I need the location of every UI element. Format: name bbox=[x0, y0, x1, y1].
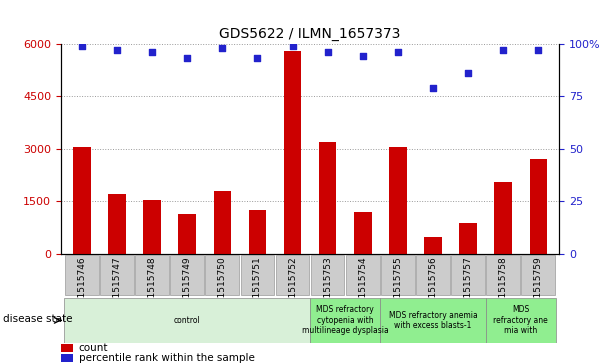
Text: GSM1515755: GSM1515755 bbox=[393, 256, 402, 317]
Text: GSM1515751: GSM1515751 bbox=[253, 256, 262, 317]
Bar bbox=[389, 147, 407, 254]
Point bbox=[499, 47, 508, 53]
Bar bbox=[178, 214, 196, 254]
Point bbox=[182, 56, 192, 61]
Text: disease state: disease state bbox=[3, 314, 72, 325]
Bar bbox=[424, 237, 442, 254]
Bar bbox=[284, 50, 302, 254]
FancyBboxPatch shape bbox=[310, 298, 380, 343]
FancyBboxPatch shape bbox=[275, 254, 309, 295]
Point bbox=[533, 47, 543, 53]
Point bbox=[288, 43, 297, 49]
Point bbox=[112, 47, 122, 53]
Point bbox=[218, 45, 227, 51]
Text: GSM1515758: GSM1515758 bbox=[499, 256, 508, 317]
FancyBboxPatch shape bbox=[241, 254, 274, 295]
FancyBboxPatch shape bbox=[65, 254, 98, 295]
Bar bbox=[61, 354, 73, 362]
Text: GSM1515750: GSM1515750 bbox=[218, 256, 227, 317]
Text: GSM1515759: GSM1515759 bbox=[534, 256, 543, 317]
Bar bbox=[494, 182, 512, 254]
FancyBboxPatch shape bbox=[135, 254, 169, 295]
Text: MDS refractory anemia
with excess blasts-1: MDS refractory anemia with excess blasts… bbox=[389, 311, 477, 330]
Text: percentile rank within the sample: percentile rank within the sample bbox=[78, 353, 255, 363]
Bar bbox=[108, 195, 126, 254]
Point bbox=[252, 56, 262, 61]
Text: GSM1515753: GSM1515753 bbox=[323, 256, 332, 317]
Bar bbox=[354, 212, 371, 254]
FancyBboxPatch shape bbox=[486, 298, 556, 343]
FancyBboxPatch shape bbox=[522, 254, 555, 295]
FancyBboxPatch shape bbox=[170, 254, 204, 295]
Text: GSM1515756: GSM1515756 bbox=[429, 256, 438, 317]
Bar bbox=[530, 159, 547, 254]
Text: MDS
refractory ane
mia with: MDS refractory ane mia with bbox=[493, 305, 548, 335]
FancyBboxPatch shape bbox=[206, 254, 239, 295]
Bar bbox=[459, 223, 477, 254]
Text: GSM1515748: GSM1515748 bbox=[148, 256, 157, 317]
Bar bbox=[249, 210, 266, 254]
Point bbox=[393, 49, 402, 55]
Point bbox=[323, 49, 333, 55]
Text: control: control bbox=[174, 316, 201, 325]
FancyBboxPatch shape bbox=[100, 254, 134, 295]
FancyBboxPatch shape bbox=[346, 254, 379, 295]
Point bbox=[358, 53, 368, 59]
Point bbox=[463, 70, 473, 76]
Point bbox=[77, 43, 87, 49]
FancyBboxPatch shape bbox=[416, 254, 450, 295]
Title: GDS5622 / ILMN_1657373: GDS5622 / ILMN_1657373 bbox=[219, 27, 401, 41]
Text: count: count bbox=[78, 343, 108, 353]
FancyBboxPatch shape bbox=[486, 254, 520, 295]
Point bbox=[147, 49, 157, 55]
Point bbox=[428, 85, 438, 91]
FancyBboxPatch shape bbox=[381, 254, 415, 295]
Bar bbox=[73, 147, 91, 254]
FancyBboxPatch shape bbox=[64, 298, 310, 343]
FancyBboxPatch shape bbox=[451, 254, 485, 295]
Bar bbox=[319, 142, 336, 254]
FancyBboxPatch shape bbox=[380, 298, 486, 343]
Text: GSM1515754: GSM1515754 bbox=[358, 256, 367, 317]
Bar bbox=[143, 200, 161, 254]
Bar bbox=[61, 344, 73, 352]
Text: MDS refractory
cytopenia with
multilineage dysplasia: MDS refractory cytopenia with multilinea… bbox=[302, 305, 389, 335]
Bar bbox=[213, 191, 231, 254]
FancyBboxPatch shape bbox=[311, 254, 345, 295]
Text: GSM1515746: GSM1515746 bbox=[77, 256, 86, 317]
Text: GSM1515752: GSM1515752 bbox=[288, 256, 297, 317]
Text: GSM1515747: GSM1515747 bbox=[112, 256, 122, 317]
Text: GSM1515757: GSM1515757 bbox=[463, 256, 472, 317]
Text: GSM1515749: GSM1515749 bbox=[182, 256, 192, 317]
